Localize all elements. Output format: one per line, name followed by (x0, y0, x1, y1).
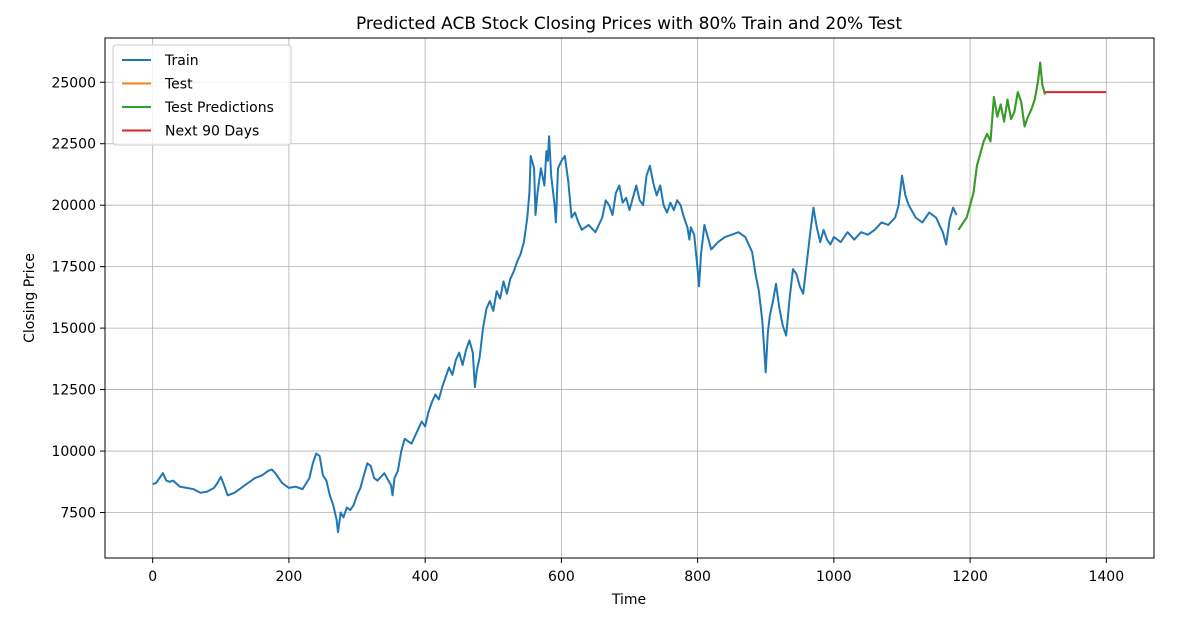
y-tick-label: 7500 (60, 506, 96, 522)
legend-item: Test (122, 77, 193, 93)
chart-title: Predicted ACB Stock Closing Prices with … (356, 14, 902, 34)
legend-label: Test (164, 77, 193, 93)
series-line-train (152, 135, 958, 534)
y-tick-label: 25000 (51, 75, 96, 91)
x-tick-label: 600 (548, 569, 575, 585)
y-tick-label: 17500 (51, 260, 96, 276)
legend-item: Test Predictions (122, 100, 274, 116)
legend-label: Test Predictions (164, 100, 274, 116)
legend: Train Test Test Predictions Next 90 Days (112, 44, 292, 146)
x-tick-label: 0 (148, 569, 157, 585)
y-tick-label: 22500 (51, 137, 96, 153)
legend-item: Train (122, 53, 199, 69)
legend-label: Train (164, 53, 199, 69)
legend-box (112, 44, 292, 146)
y-tick-label: 10000 (51, 444, 96, 460)
x-tick-label: 1000 (816, 569, 852, 585)
x-axis: 0 200 400 600 800 1000 1200 1400 (148, 558, 1124, 585)
series-line-test-predictions (957, 61, 1046, 231)
x-tick-label: 200 (276, 569, 303, 585)
legend-item: Next 90 Days (122, 124, 259, 140)
legend-label: Next 90 Days (165, 124, 259, 140)
plot-frame (104, 37, 1155, 559)
x-axis-title: Time (611, 592, 646, 608)
x-tick-label: 800 (684, 569, 711, 585)
x-tick-label: 1200 (952, 569, 988, 585)
y-axis-title: Closing Price (22, 253, 38, 343)
series-line-test (957, 61, 1046, 231)
y-tick-label: 12500 (51, 383, 96, 399)
y-axis: 7500 10000 12500 15000 17500 20000 22500 25000 (51, 75, 105, 522)
series-layer (152, 61, 1107, 534)
x-tick-label: 1400 (1088, 569, 1124, 585)
x-tick-label: 400 (412, 569, 439, 585)
grid (105, 38, 1154, 558)
y-tick-label: 20000 (51, 198, 96, 214)
y-tick-label: 15000 (51, 321, 96, 337)
